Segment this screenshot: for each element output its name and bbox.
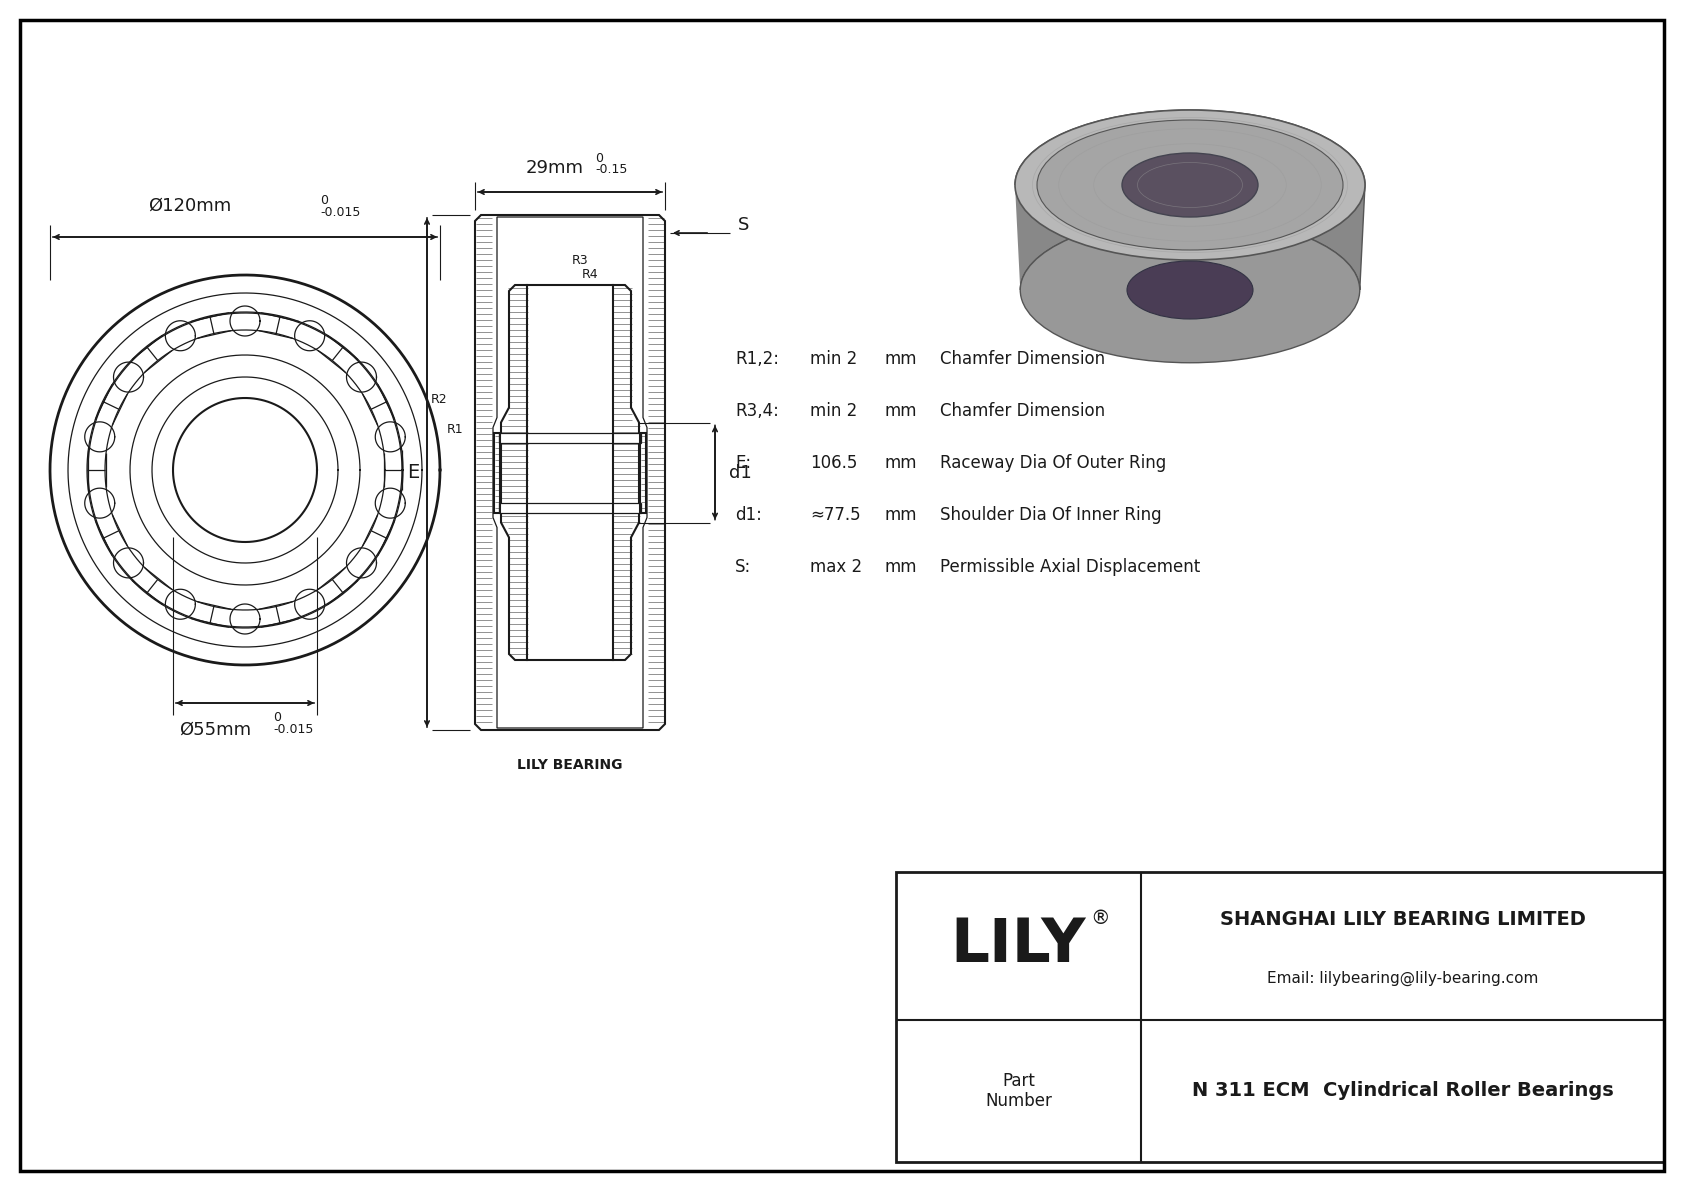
Text: mm: mm (886, 403, 918, 420)
Text: R1,2:: R1,2: (734, 350, 780, 368)
Text: Raceway Dia Of Outer Ring: Raceway Dia Of Outer Ring (940, 454, 1167, 472)
Text: LILY BEARING: LILY BEARING (517, 757, 623, 772)
Text: 29mm: 29mm (525, 160, 584, 177)
Text: Email: lilybearing@lily-bearing.com: Email: lilybearing@lily-bearing.com (1266, 971, 1537, 986)
Ellipse shape (1127, 261, 1253, 319)
Bar (498, 503, 642, 512)
Text: Permissible Axial Displacement: Permissible Axial Displacement (940, 559, 1201, 576)
Text: d1:: d1: (734, 506, 761, 524)
Text: R1: R1 (446, 423, 463, 436)
Text: S:: S: (734, 559, 751, 576)
Text: mm: mm (886, 454, 918, 472)
Text: ≈77.5: ≈77.5 (810, 506, 861, 524)
Text: R3,4:: R3,4: (734, 403, 780, 420)
Text: min 2: min 2 (810, 350, 857, 368)
Text: min 2: min 2 (810, 403, 857, 420)
Text: E: E (408, 463, 419, 482)
Text: E:: E: (734, 454, 751, 472)
Bar (498, 432, 642, 443)
Text: -0.015: -0.015 (320, 206, 360, 219)
Text: Shoulder Dia Of Inner Ring: Shoulder Dia Of Inner Ring (940, 506, 1162, 524)
Text: N 311 ECM  Cylindrical Roller Bearings: N 311 ECM Cylindrical Roller Bearings (1192, 1081, 1613, 1100)
Text: Part
Number: Part Number (985, 1072, 1052, 1110)
Bar (493, 432, 500, 512)
Text: R3: R3 (573, 255, 589, 268)
Text: Ø120mm: Ø120mm (148, 197, 232, 216)
Bar (640, 432, 647, 512)
Text: Chamfer Dimension: Chamfer Dimension (940, 350, 1105, 368)
Text: 106.5: 106.5 (810, 454, 857, 472)
Text: max 2: max 2 (810, 559, 862, 576)
Text: mm: mm (886, 559, 918, 576)
Text: Ø55mm: Ø55mm (179, 721, 251, 738)
Text: Chamfer Dimension: Chamfer Dimension (940, 403, 1105, 420)
Text: ®: ® (1091, 909, 1110, 928)
Text: mm: mm (886, 506, 918, 524)
Text: SHANGHAI LILY BEARING LIMITED: SHANGHAI LILY BEARING LIMITED (1219, 910, 1585, 929)
Text: 0: 0 (320, 194, 328, 207)
PathPatch shape (1015, 110, 1366, 289)
Text: 0: 0 (273, 711, 281, 724)
Text: R4: R4 (583, 268, 598, 281)
Ellipse shape (1021, 217, 1359, 363)
Ellipse shape (1015, 110, 1366, 260)
Ellipse shape (1122, 152, 1258, 217)
Text: 0: 0 (594, 152, 603, 166)
Text: d1: d1 (729, 463, 751, 481)
Text: R2: R2 (431, 393, 446, 406)
Text: S: S (738, 216, 749, 233)
Text: LILY: LILY (951, 917, 1086, 975)
Bar (896, 872, 1664, 1162)
Ellipse shape (1037, 120, 1344, 250)
Text: mm: mm (886, 350, 918, 368)
Text: -0.15: -0.15 (594, 163, 628, 176)
Text: -0.015: -0.015 (273, 723, 313, 736)
